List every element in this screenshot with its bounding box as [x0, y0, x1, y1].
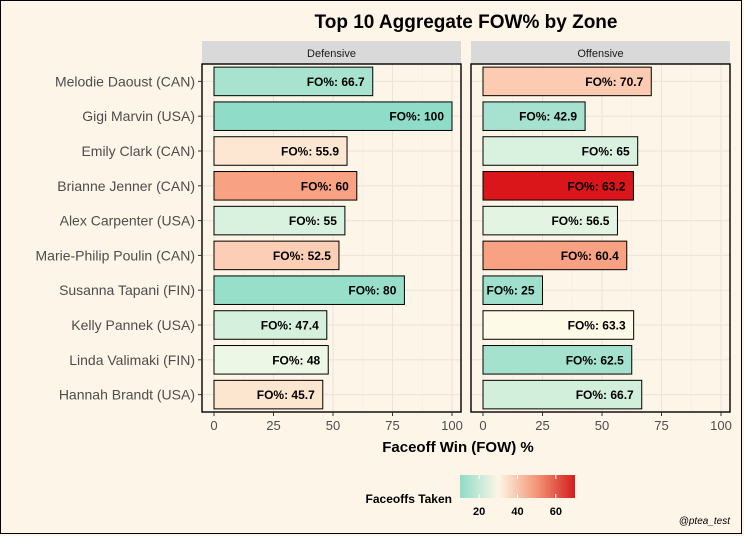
y-tick-label: Marie-Philip Poulin (CAN) [36, 247, 196, 263]
bar [213, 345, 329, 375]
x-tick-label: 0 [210, 418, 217, 433]
panel-border [201, 63, 462, 413]
x-tick-label: 75 [654, 418, 668, 433]
facet-label: Offensive [577, 48, 623, 60]
panel-offensive: Offensive FO%: 70.7 FO%: 42.9 FO%: 65 FO%: 6… [470, 41, 732, 433]
facet-label: Defensive [307, 48, 356, 60]
bar-value-label: FO%: 65 [582, 145, 630, 159]
bar [213, 101, 453, 131]
bar-value-label: FO%: 63.3 [568, 319, 626, 333]
y-tick-label: Gigi Marvin (USA) [82, 108, 195, 124]
bar-value-label: FO%: 42.9 [519, 110, 577, 124]
bar [482, 136, 639, 166]
bar-value-label: FO%: 55.9 [281, 145, 339, 159]
x-axis-label: Faceoff Win (FOW) % [382, 439, 534, 456]
bar-value-label: FO%: 66.7 [576, 388, 634, 402]
bar-value-label: FO%: 48 [272, 353, 320, 367]
bar [213, 171, 358, 201]
bar [213, 379, 324, 410]
bar [213, 66, 374, 97]
x-tick-label: 25 [266, 418, 280, 433]
bar [482, 345, 633, 375]
bar-value-label: FO%: 62.5 [566, 353, 624, 367]
y-tick-label: Alex Carpenter (USA) [60, 213, 195, 229]
bar-value-label: FO%: 45.7 [257, 388, 315, 402]
bar [482, 275, 543, 305]
bar-value-label: FO%: 25 [486, 284, 534, 298]
x-tick-label: 50 [326, 418, 340, 433]
bar [482, 310, 635, 340]
x-tick-label: 100 [710, 418, 732, 433]
bar-value-label: FO%: 66.7 [307, 75, 365, 89]
bar-value-label: FO%: 47.4 [261, 319, 319, 333]
panel-border [470, 63, 731, 413]
bar-value-label: FO%: 80 [348, 284, 396, 298]
panel-defensive: Defensive FO%: 66.7 FO%: 100 FO%: 55.9 FO%: … [201, 41, 463, 433]
bar [482, 66, 652, 97]
bar [482, 171, 634, 201]
chart-title: Top 10 Aggregate FOW% by Zone [315, 12, 618, 33]
caption: @ptea_test [679, 516, 732, 527]
y-tick-label: Kelly Pannek (USA) [71, 317, 195, 333]
bar [482, 240, 628, 271]
legend-tick-label: 40 [511, 506, 523, 518]
x-tick-label: 100 [441, 418, 463, 433]
y-tick-label: Emily Clark (CAN) [81, 143, 195, 159]
bar [482, 379, 643, 410]
y-tick-label: Linda Valimaki (FIN) [69, 352, 195, 368]
bar-value-label: FO%: 55 [289, 214, 337, 228]
bar [213, 240, 340, 271]
x-tick-label: 75 [385, 418, 399, 433]
y-tick-label: Susanna Tapani (FIN) [59, 282, 195, 298]
facet-strip [202, 41, 461, 64]
legend-tick-label: 20 [473, 506, 485, 518]
x-tick-label: 25 [535, 418, 549, 433]
y-tick-label: Melodie Daoust (CAN) [55, 73, 195, 89]
x-tick-label: 0 [479, 418, 486, 433]
y-tick-label: Brianne Jenner (CAN) [57, 178, 195, 194]
bar [213, 310, 328, 340]
bar-value-label: FO%: 52.5 [273, 249, 331, 263]
y-tick-label: Hannah Brandt (USA) [59, 387, 195, 403]
legend-tick-label: 60 [550, 506, 562, 518]
bar-value-label: FO%: 56.5 [551, 214, 609, 228]
bar-value-label: FO%: 60 [301, 179, 349, 193]
x-tick-label: 50 [595, 418, 609, 433]
facet-strip [471, 41, 730, 64]
bar [213, 275, 405, 305]
legend-colorbar [460, 475, 575, 498]
bar [213, 205, 346, 236]
bar [482, 101, 586, 131]
bar-value-label: FO%: 100 [389, 110, 444, 124]
bar-value-label: FO%: 63.2 [567, 179, 625, 193]
bar-value-label: FO%: 70.7 [585, 75, 643, 89]
bar [213, 136, 348, 166]
bar-value-label: FO%: 60.4 [561, 249, 619, 263]
legend-title: Faceoffs Taken [366, 492, 452, 506]
bar [482, 205, 618, 236]
